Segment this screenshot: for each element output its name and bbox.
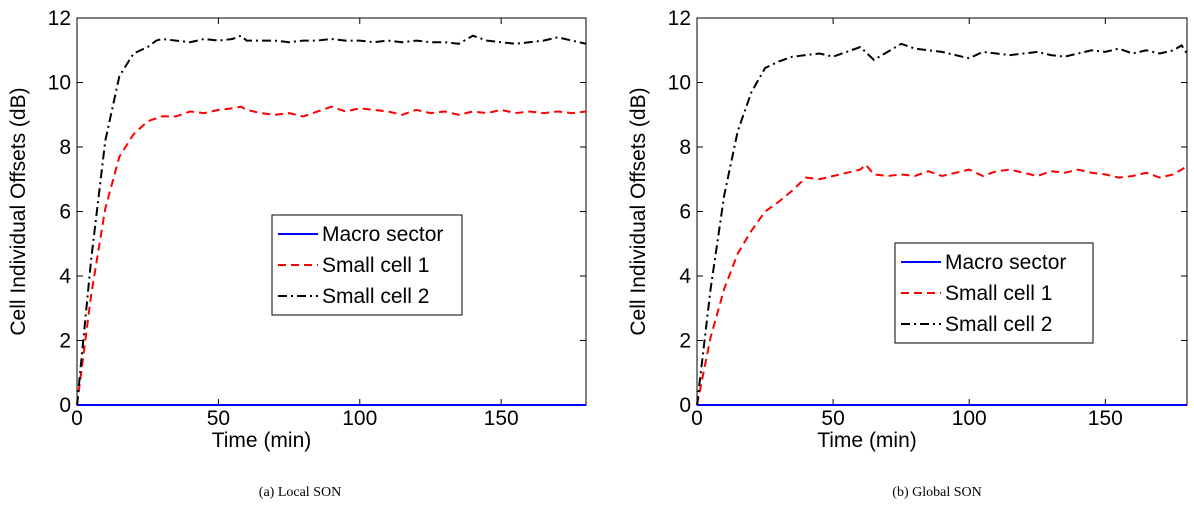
x-tick-label: 0	[691, 407, 703, 430]
series-line-2	[76, 105, 587, 406]
y-tick-label: 4	[59, 265, 71, 288]
y-axis-title: Cell Individual Offsets (dB)	[627, 87, 650, 335]
series-line-3	[696, 42, 1188, 406]
figure-caption: (b) Global SON	[892, 485, 981, 500]
x-tick-label: 50	[821, 407, 844, 430]
x-tick-label: 150	[1088, 407, 1123, 430]
y-tick-label: 6	[679, 201, 691, 224]
y-axis-title: Cell Individual Offsets (dB)	[7, 87, 30, 335]
x-tick-label: 100	[342, 407, 377, 430]
series-line-3	[76, 34, 587, 406]
plot-frame	[696, 17, 1188, 406]
y-tick-label: 0	[59, 394, 71, 417]
y-tick-label: 12	[48, 7, 71, 30]
y-tick-label: 2	[679, 330, 691, 353]
figure-global-son: 0 50 100 150 0 2 4 6 8 10 12 Time (min) Cell Individ…	[597, 0, 1194, 515]
y-tick-label: 4	[679, 265, 691, 288]
y-tick-label: 8	[59, 136, 71, 159]
legend-label-1: Macro sector	[322, 223, 443, 246]
legend-label-3: Small cell 2	[945, 313, 1052, 336]
series-line-2	[696, 163, 1188, 406]
x-tick-label: 0	[71, 407, 83, 430]
y-tick-label: 2	[59, 330, 71, 353]
chart-local-son: 0 50 100 150 0 2 4 6 8 10 12 Time (min) Cell Individ…	[7, 7, 587, 500]
x-tick-label: 150	[484, 407, 519, 430]
figure-caption: (a) Local SON	[259, 485, 341, 500]
legend-label-3: Small cell 2	[322, 285, 429, 308]
y-tick-label: 8	[679, 136, 691, 159]
chart-global-son: 0 50 100 150 0 2 4 6 8 10 12 Time (min) Cell Individ…	[627, 7, 1188, 500]
y-tick-label: 0	[679, 394, 691, 417]
y-tick-label: 6	[59, 201, 71, 224]
legend: Macro sector Small cell 1 Small cell 2	[894, 242, 1094, 344]
x-axis-title: Time (min)	[212, 429, 312, 452]
y-tick-label: 12	[668, 7, 691, 30]
x-axis-title: Time (min)	[817, 429, 917, 452]
legend: Macro sector Small cell 1 Small cell 2	[271, 214, 463, 316]
y-tick-label: 10	[668, 72, 691, 95]
legend-box	[271, 214, 463, 316]
figure-local-son: 0 50 100 150 0 2 4 6 8 10 12 Time (min) Cell Individ…	[7, 7, 587, 500]
plot-frame	[76, 17, 587, 406]
y-tick-label: 10	[48, 72, 71, 95]
legend-label-1: Macro sector	[945, 251, 1066, 274]
legend-label-2: Small cell 1	[945, 282, 1052, 305]
x-tick-label: 50	[207, 407, 230, 430]
x-tick-label: 100	[952, 407, 987, 430]
legend-label-2: Small cell 1	[322, 254, 429, 277]
